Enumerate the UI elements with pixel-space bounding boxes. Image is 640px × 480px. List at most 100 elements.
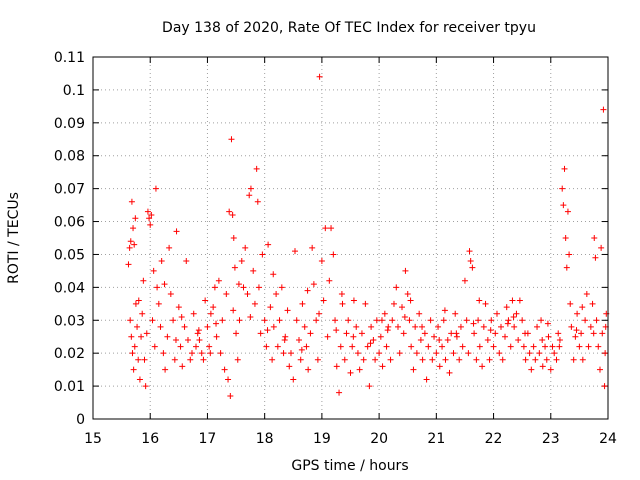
data-point <box>396 350 403 357</box>
data-point <box>213 333 220 340</box>
x-axis-title: GPS time / hours <box>291 458 408 474</box>
data-point <box>564 208 571 215</box>
y-tick-label: 0 <box>76 412 85 428</box>
data-point <box>194 330 201 337</box>
data-point <box>453 333 460 340</box>
data-point <box>381 310 388 317</box>
data-point <box>589 300 596 307</box>
data-point <box>573 327 580 334</box>
data-point <box>532 356 539 363</box>
data-point <box>152 185 159 192</box>
data-point <box>587 323 594 330</box>
data-point <box>376 350 383 357</box>
data-point <box>522 356 529 363</box>
data-point <box>433 350 440 357</box>
data-point <box>135 297 142 304</box>
data-point <box>436 363 443 370</box>
data-point <box>139 310 146 317</box>
data-point <box>354 350 361 357</box>
data-point <box>410 366 417 373</box>
data-point <box>179 363 186 370</box>
data-point <box>280 350 287 357</box>
data-point <box>479 363 486 370</box>
data-point <box>299 300 306 307</box>
x-tick-label: 17 <box>199 431 217 447</box>
data-point <box>338 290 345 297</box>
data-point <box>507 343 514 350</box>
data-point <box>595 343 602 350</box>
data-point <box>320 297 327 304</box>
data-point <box>402 267 409 274</box>
data-point <box>441 307 448 314</box>
y-tick-label: 0.03 <box>54 313 85 329</box>
x-tick-label: 18 <box>256 431 274 447</box>
data-point <box>310 281 317 288</box>
data-point <box>399 304 405 311</box>
data-point <box>333 327 340 334</box>
data-point <box>436 337 443 344</box>
data-point <box>377 333 384 340</box>
data-point <box>324 333 331 340</box>
data-point <box>265 241 272 248</box>
data-point <box>276 317 283 324</box>
data-point <box>143 330 150 337</box>
data-point <box>291 248 298 255</box>
data-point <box>287 350 294 357</box>
data-point <box>129 350 136 357</box>
data-point <box>181 323 188 330</box>
plot-frame <box>92 56 609 420</box>
data-point <box>542 343 549 350</box>
data-point <box>463 317 470 324</box>
data-point <box>166 244 173 251</box>
data-point <box>568 323 575 330</box>
data-point <box>379 363 386 370</box>
data-point <box>461 277 468 284</box>
data-point <box>146 215 153 222</box>
data-point <box>234 356 241 363</box>
data-point <box>528 366 535 373</box>
data-point <box>215 277 222 284</box>
data-point <box>127 238 134 245</box>
data-point <box>406 317 413 324</box>
data-point <box>419 356 426 363</box>
data-point <box>303 343 310 350</box>
x-tick-label: 23 <box>542 431 560 447</box>
data-point <box>170 317 177 324</box>
data-point <box>255 284 262 291</box>
x-tick-label: 22 <box>485 431 503 447</box>
data-point <box>178 313 185 320</box>
y-tick-label: 0.08 <box>54 149 85 165</box>
data-point <box>347 369 354 376</box>
data-point <box>547 366 554 373</box>
data-point <box>408 343 415 350</box>
data-point <box>367 340 374 347</box>
data-point <box>412 323 419 330</box>
data-point <box>467 258 474 265</box>
data-point <box>225 376 232 383</box>
data-point <box>413 350 420 357</box>
data-point <box>316 310 323 317</box>
data-point <box>257 330 264 337</box>
data-point <box>278 284 285 291</box>
data-point <box>513 310 520 317</box>
data-point <box>484 337 491 344</box>
data-point <box>602 350 609 357</box>
y-tick-label: 0.06 <box>54 215 85 231</box>
data-point <box>200 356 207 363</box>
x-tick-label: 16 <box>141 431 159 447</box>
data-point <box>187 356 194 363</box>
data-point <box>538 317 545 324</box>
data-point <box>204 323 211 330</box>
data-point <box>404 290 411 297</box>
data-point <box>601 383 608 390</box>
data-point <box>282 333 289 340</box>
data-point <box>177 343 184 350</box>
data-point <box>539 337 546 344</box>
data-point <box>450 350 457 357</box>
data-point <box>383 343 390 350</box>
data-point <box>452 310 459 317</box>
data-point <box>247 185 254 192</box>
data-point <box>393 284 400 291</box>
data-point <box>126 244 133 251</box>
data-point <box>389 317 396 324</box>
